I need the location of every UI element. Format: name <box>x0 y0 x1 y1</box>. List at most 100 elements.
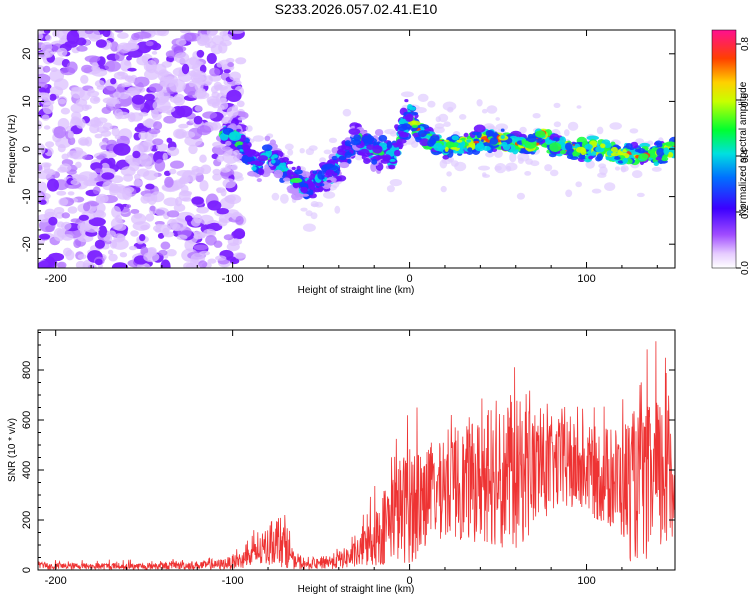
spectrogram-blob <box>300 207 308 212</box>
spectrogram-blob <box>178 123 189 129</box>
spectrogram-blob <box>181 131 196 139</box>
spectrogram-blob <box>180 30 191 34</box>
spectrogram-blob <box>133 31 152 39</box>
spectrogram-blob <box>485 130 493 137</box>
spectrogram-blob <box>58 197 69 206</box>
spectrogram-blob <box>114 108 124 120</box>
spectrogram-blob <box>96 155 106 160</box>
spectrogram-blob <box>396 138 407 144</box>
spectrogram-blob <box>121 82 132 88</box>
spectrogram-blob <box>48 252 65 262</box>
spectrogram-blob <box>249 149 257 155</box>
spectrogram-blob <box>145 41 154 47</box>
snr-y-axis-label: SNR (10 * v/v) <box>7 418 18 482</box>
spectrogram-blob <box>72 152 79 160</box>
spectrogram-blob <box>560 150 567 155</box>
spectrogram-blob <box>164 176 174 188</box>
spectrogram-blob <box>394 149 401 157</box>
spectrogram-blob <box>450 147 458 150</box>
spectrogram-blob <box>576 105 582 109</box>
spectrogram-blob <box>232 141 236 145</box>
spectrogram-blob <box>124 60 131 66</box>
spectrogram-blob <box>130 230 139 237</box>
colorbar: 0.0 0.2 0.4 0.6 0.8 Normalized spectral ampl… <box>711 29 750 275</box>
colorbar-tick-label: 0.8 <box>740 37 750 51</box>
spectrogram-blob <box>89 95 101 104</box>
spectrogram-blob <box>41 114 50 121</box>
spectrogram-blob <box>162 152 168 161</box>
spectrogram-blob <box>106 230 117 237</box>
spectrogram-blob <box>111 262 129 268</box>
spectrogram-blob <box>270 166 276 171</box>
spectrogram-y-axis-label: Frequency (Hz) <box>7 115 18 184</box>
spectrogram-blob <box>495 117 501 121</box>
spectrogram-blob <box>348 128 361 135</box>
spectrogram-blob <box>199 154 207 163</box>
spectrogram-blob <box>519 126 527 134</box>
spectrogram-blob <box>157 232 165 239</box>
spectrogram-blob <box>125 87 141 97</box>
spectrogram-blob <box>145 183 155 190</box>
spectrogram-blob <box>284 143 294 151</box>
spectrogram-blob <box>343 146 352 151</box>
spectrogram-blob <box>257 155 268 162</box>
spectrogram-blob <box>89 123 100 134</box>
spectrogram-blob <box>264 135 271 142</box>
spectrogram-blob <box>43 30 51 34</box>
spectrogram-blob <box>65 249 75 261</box>
snr-panel: -200 -100 0 100 0 200 400 600 800 Height of stra… <box>7 329 676 595</box>
spectrogram-blob <box>229 30 245 34</box>
spectrogram-blob <box>636 192 645 198</box>
spectrogram-blob <box>174 52 190 64</box>
spectrogram-blob <box>57 47 68 57</box>
spectrogram-blob <box>371 158 378 165</box>
spectrogram-blob <box>350 139 362 146</box>
spectrogram-blob <box>206 53 217 64</box>
spectrogram-blob <box>203 228 216 238</box>
spectrogram-blob <box>586 135 599 141</box>
spectrogram-blob <box>176 105 193 118</box>
spectrogram-blob <box>185 215 193 223</box>
spectrogram-blob <box>610 152 620 157</box>
spectrogram-blob <box>224 195 236 203</box>
spectrogram-blob <box>459 114 467 120</box>
spectrogram-blob <box>142 170 159 181</box>
spectrogram-blob <box>161 61 172 68</box>
spectrogram-blob <box>38 181 48 194</box>
colorbar-tick-label: 0.2 <box>740 205 750 219</box>
spectrogram-blob <box>170 160 184 169</box>
spectrogram-blob <box>530 160 540 167</box>
spectrogram-blob <box>43 163 51 172</box>
spectrogram-blob <box>339 161 350 169</box>
spectrogram-blob <box>655 156 662 161</box>
spectrogram-blob <box>427 100 436 108</box>
spectrogram-blob <box>312 170 318 174</box>
spectrogram-blob <box>145 213 155 222</box>
spectrogram-blob <box>98 225 108 238</box>
spectrogram-blob <box>77 254 87 260</box>
spectrogram-blob <box>96 126 109 133</box>
spectrogram-blob <box>241 154 249 164</box>
spectrogram-blob <box>149 205 156 212</box>
spectrogram-blob <box>336 149 346 156</box>
spectrogram-blob <box>42 65 51 73</box>
spectrogram-y-tick-label: 10 <box>21 95 33 107</box>
spectrogram-blob <box>495 123 509 131</box>
spectrogram-blob <box>235 215 244 225</box>
spectrogram-blob <box>175 38 187 46</box>
spectrogram-blob <box>166 218 178 230</box>
spectrogram-blob <box>631 170 643 179</box>
spectrogram-blob <box>145 60 157 74</box>
spectrogram-blob <box>154 228 162 233</box>
spectrogram-blob <box>138 111 149 117</box>
spectrogram-blob <box>104 60 121 72</box>
spectrogram-blob <box>372 145 383 154</box>
spectrogram-blob <box>330 177 335 182</box>
spectrogram-blob <box>414 107 427 114</box>
spectrogram-blob <box>509 152 517 163</box>
spectrogram-blob <box>39 199 47 205</box>
spectrogram-blob <box>38 92 49 99</box>
spectrogram-blob <box>359 148 370 157</box>
spectrogram-blob <box>219 39 232 47</box>
